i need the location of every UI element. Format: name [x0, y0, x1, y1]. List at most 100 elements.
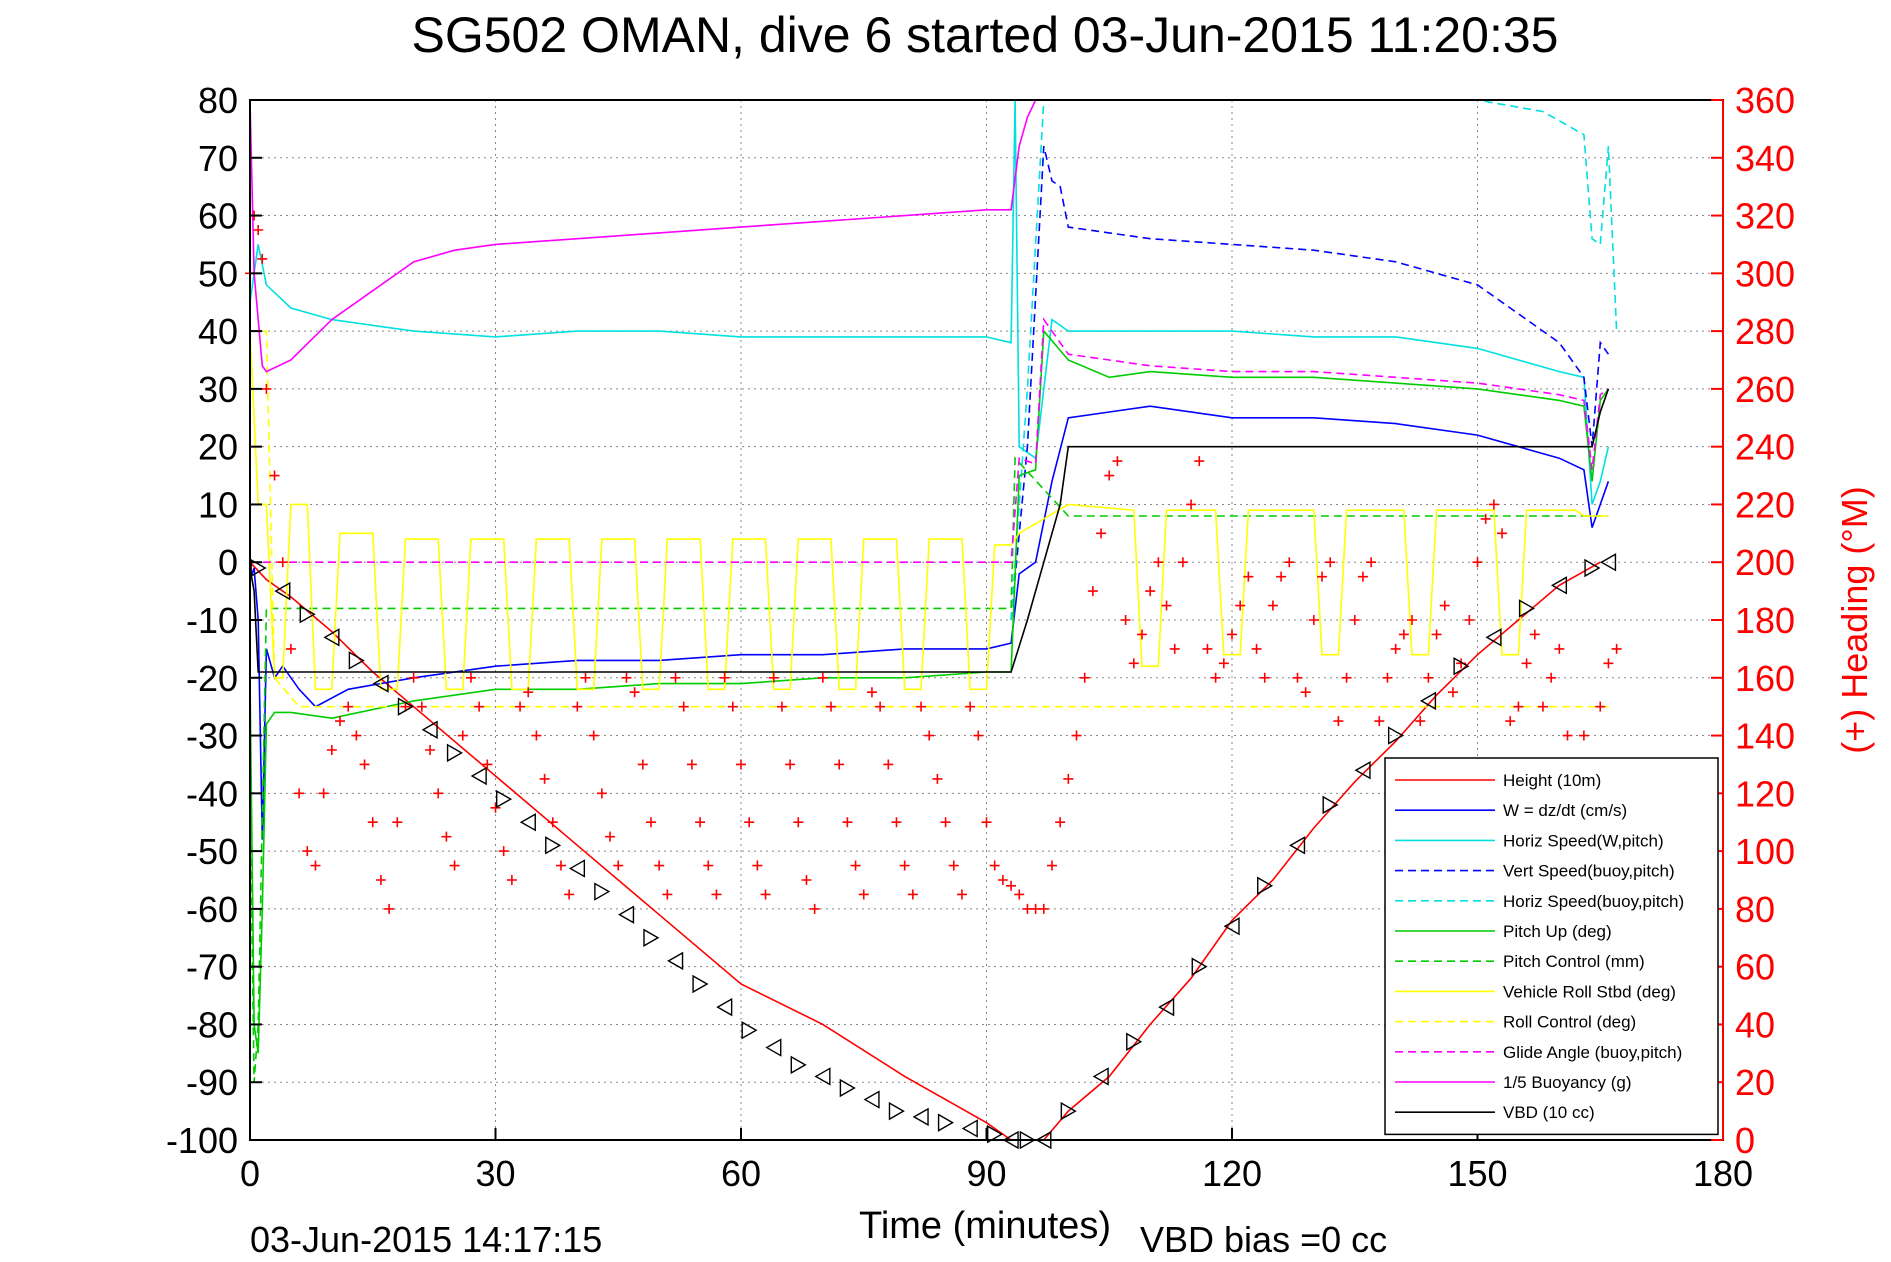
y-tick-label-right: 100 [1735, 831, 1795, 872]
heading-point [1186, 499, 1197, 510]
heading-point [1480, 513, 1491, 524]
depth-marker [765, 1038, 782, 1057]
heading-point [1194, 456, 1205, 467]
y-tick-label-right: 120 [1735, 773, 1795, 814]
heading-point [359, 759, 370, 770]
heading-point [547, 817, 558, 828]
depth-marker [495, 789, 513, 809]
heading-point [1415, 716, 1426, 727]
depth-marker [274, 581, 291, 601]
heading-point [834, 759, 845, 770]
depth-marker [814, 1067, 831, 1086]
series-line-3 [249, 99, 1610, 505]
depth-marker [618, 905, 635, 924]
depth-marker [692, 974, 709, 994]
y-tick-label-right: 60 [1735, 947, 1775, 988]
heading-point [817, 672, 828, 683]
y-tick-label-right: 300 [1735, 253, 1795, 294]
heading-point [695, 817, 706, 828]
heading-point [490, 802, 501, 813]
heading-point [1063, 773, 1074, 784]
heading-point [269, 470, 280, 481]
heading-point [523, 687, 534, 698]
x-tick-label: 0 [240, 1153, 260, 1194]
footer-timestamp: 03-Jun-2015 14:17:15 [250, 1219, 602, 1260]
y-tick-label: 30 [198, 369, 238, 410]
depth-marker [421, 720, 438, 739]
x-tick-label: 90 [966, 1153, 1006, 1194]
heading-point [670, 672, 681, 683]
x-axis: 0 30 60 90 120 150 180 [240, 1128, 1753, 1194]
heading-point [637, 759, 648, 770]
heading-point [384, 903, 395, 914]
heading-point [1300, 687, 1311, 698]
heading-point [408, 672, 419, 683]
heading-point [932, 773, 943, 784]
depth-marker [716, 997, 733, 1017]
legend-label: Horiz Speed(W,pitch) [1503, 831, 1664, 850]
depth-marker [1322, 795, 1339, 815]
heading-point [605, 831, 616, 842]
x-tick-label: 120 [1202, 1153, 1262, 1194]
depth-marker [1419, 691, 1437, 711]
legend-label: Glide Angle (buoy,pitch) [1503, 1043, 1682, 1062]
y-tick-label-right: 0 [1735, 1120, 1755, 1161]
depth-marker [1354, 761, 1371, 780]
y-tick-label: -50 [186, 831, 238, 872]
heading-point [1333, 716, 1344, 727]
heading-point [940, 817, 951, 828]
heading-point [1153, 557, 1164, 568]
depth-marker [1518, 599, 1536, 618]
heading-point [1529, 629, 1540, 640]
depth-marker [1223, 917, 1240, 936]
y-tick-label-right: 320 [1735, 196, 1795, 237]
y-axis-label-right: (+) Heading (°M) [1834, 486, 1875, 753]
depth-marker [643, 928, 660, 947]
depth-marker [545, 836, 562, 855]
heading-point [1374, 716, 1385, 727]
heading-point [375, 875, 386, 885]
depth-marker [1600, 553, 1617, 572]
heading-point [1464, 615, 1475, 625]
y-tick-label-right: 220 [1735, 484, 1795, 525]
heading-point [318, 788, 329, 799]
heading-point [801, 875, 812, 885]
series-line-9 [250, 330, 1609, 708]
heading-point [474, 701, 485, 712]
heading-point [1472, 557, 1483, 568]
heading-point [1595, 701, 1606, 712]
depth-marker [323, 628, 340, 647]
legend-label: Vehicle Roll Stbd (deg) [1503, 982, 1676, 1001]
heading-point [1267, 600, 1278, 611]
depth-marker [1550, 576, 1568, 595]
y-tick-label: 50 [198, 253, 238, 294]
heading-point [425, 745, 436, 755]
depth-marker [594, 882, 611, 901]
heading-point [1046, 860, 1057, 871]
heading-point [916, 701, 927, 712]
heading-point [1398, 629, 1409, 640]
heading-point [261, 383, 272, 394]
depth-marker [1289, 836, 1306, 855]
heading-point [1562, 730, 1573, 741]
depth-marker [397, 697, 414, 716]
heading-point [1423, 672, 1434, 683]
heading-point [1349, 615, 1360, 625]
heading-point [515, 701, 526, 712]
depth-marker [912, 1107, 929, 1127]
heading-point [711, 889, 722, 900]
heading-point [875, 701, 886, 712]
heading-point [1210, 672, 1221, 683]
legend-label: Pitch Control (mm) [1503, 952, 1645, 971]
heading-point [1243, 571, 1254, 582]
depth-marker [470, 766, 487, 786]
heading-point [1038, 903, 1049, 914]
heading-point [858, 889, 869, 900]
depth-marker [741, 1021, 758, 1040]
heading-point [1161, 600, 1172, 611]
heading-point [588, 730, 599, 741]
x-axis-label: Time (minutes) [859, 1205, 1111, 1247]
heading-point [457, 730, 468, 741]
heading-point [1407, 615, 1418, 625]
